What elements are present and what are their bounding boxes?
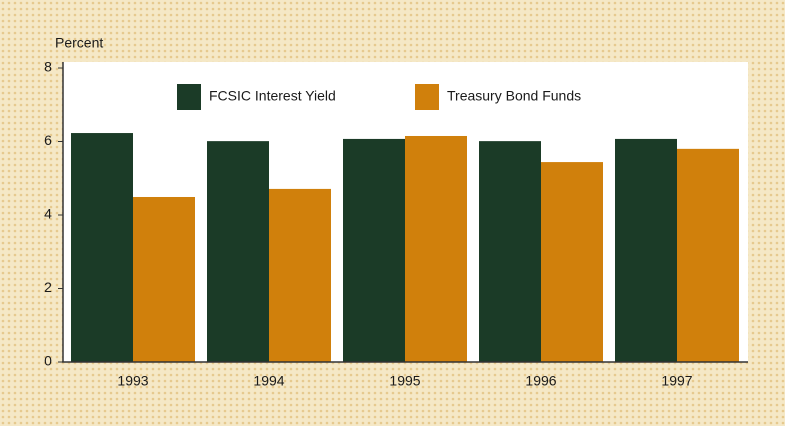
y-tick-label: 2 bbox=[44, 279, 52, 295]
x-tick-label: 1997 bbox=[661, 373, 692, 389]
x-tick-label: 1993 bbox=[117, 373, 148, 389]
bar bbox=[133, 196, 195, 362]
bar bbox=[615, 138, 677, 362]
bar bbox=[71, 133, 133, 362]
y-tick-label: 8 bbox=[44, 59, 52, 75]
bar bbox=[269, 188, 331, 362]
bar bbox=[405, 135, 467, 362]
bar bbox=[343, 138, 405, 362]
y-tick-label: 4 bbox=[44, 206, 52, 222]
bar bbox=[541, 162, 603, 362]
bar bbox=[207, 141, 269, 362]
bar bbox=[677, 148, 739, 362]
legend-swatch bbox=[177, 84, 201, 110]
y-tick-label: 6 bbox=[44, 132, 52, 148]
legend-swatch bbox=[415, 84, 439, 110]
y-axis-label: Percent bbox=[55, 35, 103, 51]
x-tick-label: 1995 bbox=[389, 373, 420, 389]
x-tick-label: 1996 bbox=[525, 373, 556, 389]
legend-label: FCSIC Interest Yield bbox=[209, 88, 336, 104]
y-tick-label: 0 bbox=[44, 353, 52, 369]
bar bbox=[479, 141, 541, 362]
legend-label: Treasury Bond Funds bbox=[447, 88, 581, 104]
x-tick-label: 1994 bbox=[253, 373, 284, 389]
